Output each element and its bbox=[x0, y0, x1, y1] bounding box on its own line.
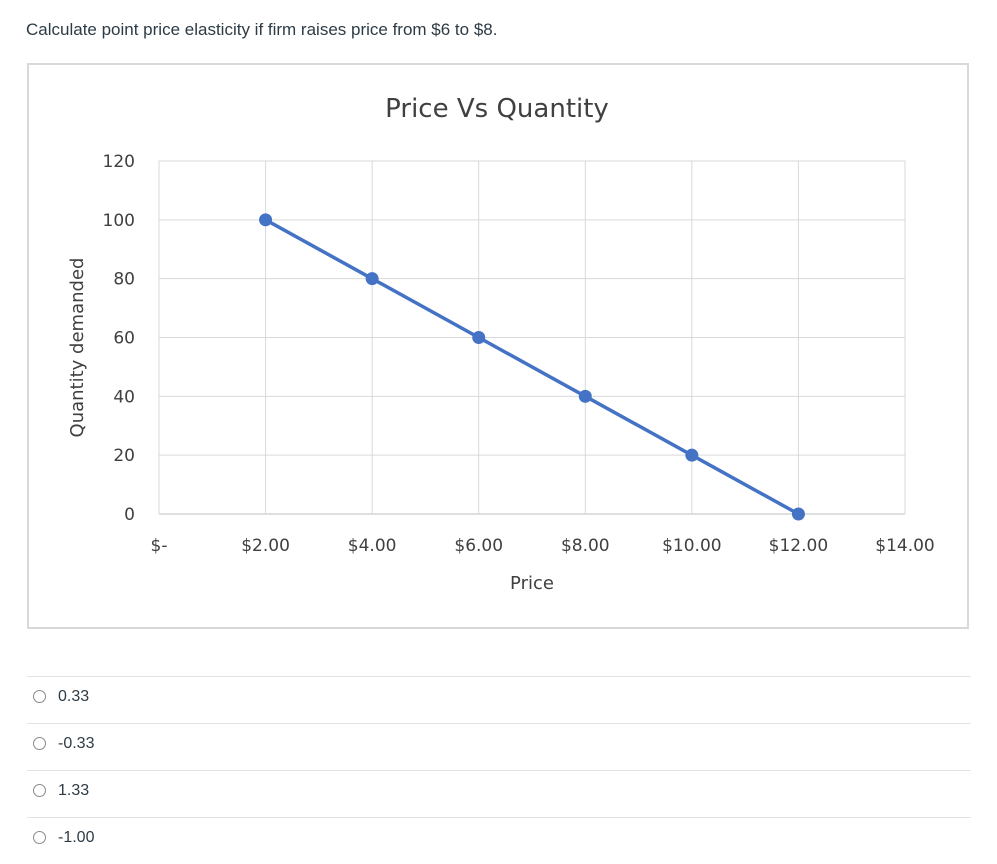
series-line bbox=[264, 218, 800, 516]
x-tick-label: $10.00 bbox=[662, 536, 721, 556]
x-tick-label: $- bbox=[151, 536, 168, 556]
answer-option[interactable]: -1.00 bbox=[27, 817, 971, 864]
y-tick-label: 80 bbox=[113, 270, 135, 290]
data-point bbox=[472, 331, 486, 344]
x-axis-label: Price bbox=[510, 573, 554, 594]
answer-option-label: -0.33 bbox=[58, 735, 95, 752]
data-point bbox=[685, 448, 699, 462]
answer-option[interactable]: 1.33 bbox=[27, 770, 971, 817]
y-tick-label: 60 bbox=[113, 329, 135, 349]
radio-button[interactable] bbox=[33, 784, 46, 797]
answer-option-label: 1.33 bbox=[58, 782, 90, 799]
radio-button[interactable] bbox=[33, 690, 46, 703]
answer-option-label: 0.33 bbox=[58, 688, 90, 705]
x-tick-label: $6.00 bbox=[454, 536, 503, 556]
data-point bbox=[365, 272, 379, 286]
radio-button[interactable] bbox=[33, 737, 46, 750]
answer-option[interactable]: -0.33 bbox=[27, 723, 971, 770]
y-tick-label: 120 bbox=[103, 152, 135, 172]
answer-option-label: -1.00 bbox=[58, 829, 95, 846]
y-tick-label: 0 bbox=[124, 505, 135, 525]
answer-option[interactable]: 0.33 bbox=[27, 676, 971, 723]
chart-title: Price Vs Quantity bbox=[385, 94, 609, 124]
y-axis-label: Quantity demanded bbox=[67, 258, 88, 438]
y-tick-label: 20 bbox=[113, 446, 135, 466]
x-tick-label: $2.00 bbox=[241, 536, 290, 556]
y-tick-label: 40 bbox=[113, 387, 135, 407]
radio-button[interactable] bbox=[33, 831, 46, 844]
chart-container: Price Vs Quantity 0 20 40 60 80 100 120 $- $2.00 $… bbox=[27, 63, 969, 629]
data-point bbox=[578, 389, 592, 403]
data-point bbox=[791, 507, 805, 521]
answer-options: 0.33 -0.33 1.33 -1.00 bbox=[27, 676, 971, 864]
price-quantity-chart: Price Vs Quantity 0 20 40 60 80 100 120 $- $2.00 $… bbox=[67, 94, 935, 594]
x-tick-label: $4.00 bbox=[348, 536, 397, 556]
x-tick-label: $12.00 bbox=[769, 536, 828, 556]
data-point bbox=[259, 213, 273, 227]
question-text: Calculate point price elasticity if firm… bbox=[26, 20, 498, 39]
x-tick-label: $8.00 bbox=[561, 536, 610, 556]
y-tick-label: 100 bbox=[103, 211, 135, 231]
x-tick-label: $14.00 bbox=[875, 536, 934, 556]
